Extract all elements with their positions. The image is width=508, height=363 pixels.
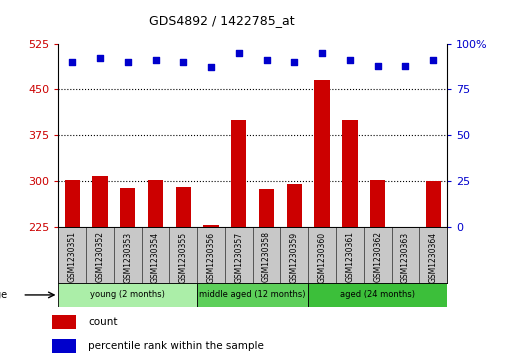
Text: GSM1230361: GSM1230361	[345, 231, 355, 282]
Text: GSM1230362: GSM1230362	[373, 231, 382, 282]
Bar	[197, 283, 308, 307]
Point	[429, 57, 437, 63]
Text: GSM1230355: GSM1230355	[179, 231, 188, 282]
Text: count: count	[88, 317, 118, 327]
Bar	[426, 181, 441, 227]
Point	[179, 59, 187, 65]
Text: GSM1230353: GSM1230353	[123, 231, 132, 282]
Bar	[287, 184, 302, 227]
Point	[96, 55, 104, 61]
Text: GSM1230363: GSM1230363	[401, 231, 410, 282]
Point	[151, 57, 160, 63]
Bar	[259, 189, 274, 227]
Point	[373, 63, 382, 69]
Bar	[52, 339, 76, 353]
Text: GSM1230359: GSM1230359	[290, 231, 299, 282]
Point	[346, 57, 354, 63]
Bar	[58, 283, 197, 307]
Text: percentile rank within the sample: percentile rank within the sample	[88, 341, 264, 351]
Text: young (2 months): young (2 months)	[90, 290, 165, 299]
Point	[68, 59, 76, 65]
Point	[235, 50, 243, 56]
Bar	[120, 188, 136, 227]
Text: middle aged (12 months): middle aged (12 months)	[200, 290, 306, 299]
Text: GSM1230356: GSM1230356	[207, 231, 215, 282]
Point	[290, 59, 298, 65]
Point	[318, 50, 326, 56]
Text: GSM1230354: GSM1230354	[151, 231, 160, 282]
Bar	[176, 187, 191, 227]
Text: GSM1230358: GSM1230358	[262, 231, 271, 282]
Bar	[52, 315, 76, 329]
Text: GSM1230360: GSM1230360	[318, 231, 327, 282]
Point	[263, 57, 271, 63]
Bar	[370, 180, 385, 227]
Bar	[92, 176, 108, 227]
Point	[124, 59, 132, 65]
Text: age: age	[0, 290, 8, 300]
Bar	[231, 120, 246, 227]
Text: GSM1230357: GSM1230357	[234, 231, 243, 282]
Text: GSM1230364: GSM1230364	[429, 231, 438, 282]
Bar	[314, 80, 330, 227]
Bar	[342, 120, 358, 227]
Point	[401, 63, 409, 69]
Bar	[308, 283, 447, 307]
Text: GDS4892 / 1422785_at: GDS4892 / 1422785_at	[149, 14, 295, 27]
Point	[207, 65, 215, 70]
Bar	[65, 180, 80, 227]
Bar	[148, 180, 163, 227]
Text: GSM1230351: GSM1230351	[68, 231, 77, 282]
Text: aged (24 months): aged (24 months)	[340, 290, 415, 299]
Bar	[204, 225, 219, 227]
Text: GSM1230352: GSM1230352	[96, 231, 105, 282]
